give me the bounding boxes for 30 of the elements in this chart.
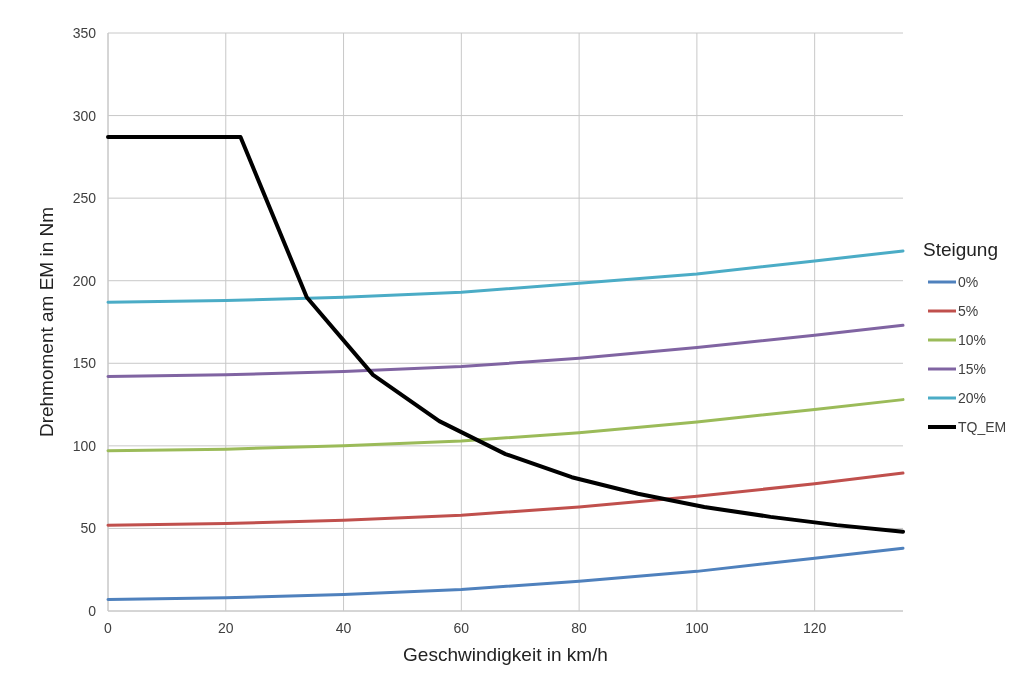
line-series (106, 249, 905, 304)
legend-label: 15% (958, 361, 987, 377)
y-tick-label: 200 (72, 272, 97, 289)
y-tick-label: 150 (72, 355, 97, 372)
line-series (106, 546, 905, 601)
x-tick-label: 80 (571, 620, 588, 636)
line-series (106, 471, 905, 527)
legend-title: Steigung (923, 239, 999, 260)
x-tick-label: 40 (335, 620, 352, 636)
x-tick-label: 100 (685, 620, 709, 636)
line-series (106, 398, 905, 453)
x-tick-label: 20 (217, 620, 234, 636)
y-tick-label: 300 (72, 107, 97, 124)
y-tick-label: 50 (80, 520, 97, 537)
y-tick-label: 100 (72, 437, 97, 454)
line-series (106, 135, 905, 534)
line-series (106, 323, 905, 378)
legend-label: 5% (958, 303, 979, 319)
x-axis-title: Geschwindigkeit in km/h (403, 644, 608, 665)
legend-label: 10% (958, 332, 987, 348)
legend-label: 20% (958, 390, 987, 406)
x-tick-label: 120 (802, 620, 827, 636)
legend-label: TQ_EM (958, 419, 1007, 435)
y-tick-label: 350 (72, 25, 97, 41)
y-axis-title: Drehmoment am EM in Nm (36, 206, 57, 438)
y-tick-label: 250 (72, 190, 97, 207)
y-tick-label: 0 (88, 603, 97, 619)
x-tick-label: 0 (104, 620, 113, 636)
legend-label: 0% (958, 274, 979, 290)
x-tick-label: 60 (453, 620, 470, 636)
